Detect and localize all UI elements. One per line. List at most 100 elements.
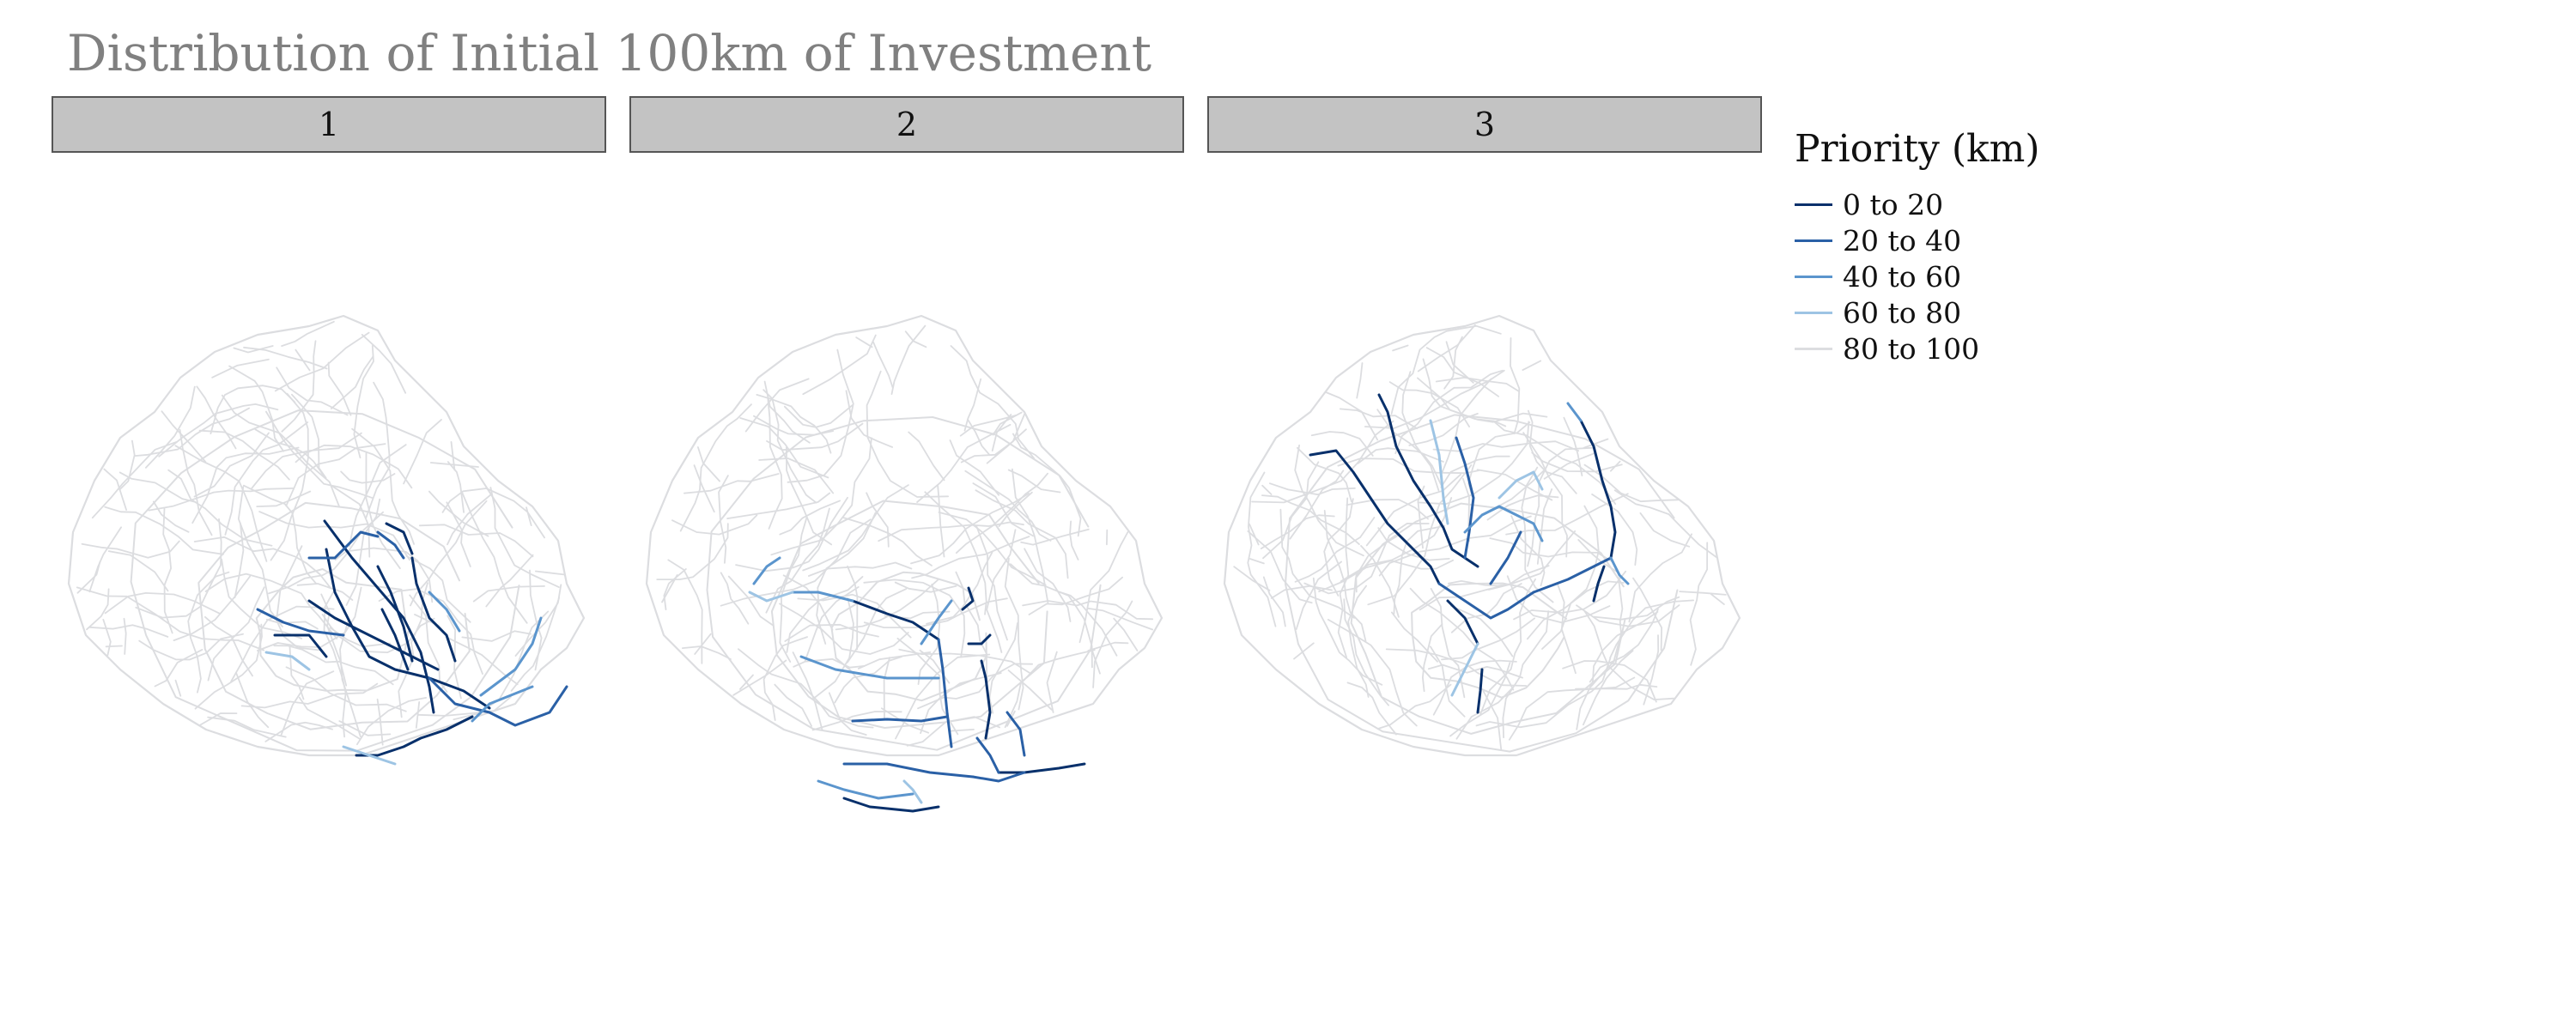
network-edge	[787, 348, 854, 483]
priority-route	[997, 762, 1086, 774]
network-edge	[804, 586, 860, 662]
network-edge	[1295, 560, 1342, 630]
network-edge	[1325, 391, 1379, 441]
network-edge	[274, 331, 370, 392]
network-edge	[1589, 608, 1659, 683]
network-edge	[331, 485, 371, 558]
priority-route	[799, 655, 940, 680]
network-edge	[152, 500, 190, 533]
network-edge	[770, 437, 872, 556]
network-edge	[783, 403, 854, 428]
network-edge	[405, 555, 471, 623]
network-edge	[514, 584, 562, 657]
network-edge	[145, 385, 196, 469]
network-edge	[1506, 575, 1611, 624]
network-edge	[403, 419, 442, 485]
network-edge	[878, 521, 1024, 542]
network-edge	[441, 488, 545, 539]
legend-key-line	[1795, 239, 1832, 242]
network-edge	[134, 407, 250, 457]
legend-item: 0 to 20	[1795, 186, 2040, 222]
legend-key-line	[1795, 311, 1832, 314]
network-edge	[1007, 670, 1053, 711]
network-edge	[268, 511, 384, 595]
network-edge	[847, 588, 908, 663]
network-edge	[353, 345, 374, 459]
network-edge	[975, 489, 1069, 579]
network-edge	[890, 324, 927, 395]
priority-route	[323, 519, 435, 714]
network-edge	[103, 468, 127, 511]
network-edge	[1294, 444, 1364, 557]
network-edge	[1249, 558, 1265, 565]
priority-route	[342, 745, 397, 766]
network-edge	[1297, 446, 1352, 503]
network-edge	[1293, 642, 1315, 660]
network-edge	[1489, 537, 1614, 563]
network-edge	[345, 498, 381, 606]
network-edge	[1583, 610, 1675, 700]
network-edge	[1577, 539, 1620, 574]
network-edge	[1583, 464, 1680, 503]
facet-strip-3: 3	[1207, 96, 1762, 153]
priority-route	[256, 608, 345, 637]
network-edge	[720, 572, 750, 625]
network-edge	[916, 423, 1012, 503]
network-edge	[126, 596, 265, 651]
network-edge	[88, 526, 122, 593]
network-edge	[1531, 451, 1623, 473]
priority-route	[428, 591, 461, 633]
network-edge	[663, 568, 687, 610]
network-edge	[964, 470, 1052, 542]
network-edge	[158, 403, 279, 457]
network-edge	[1010, 563, 1093, 669]
network-edge	[104, 592, 221, 615]
network-edge	[118, 471, 197, 503]
network-edge	[233, 345, 274, 354]
priority-route	[1489, 530, 1522, 585]
network-edge	[340, 470, 396, 484]
network-edge	[991, 414, 1012, 451]
network-edge	[398, 582, 428, 718]
network-edge	[845, 390, 893, 448]
network-edge	[376, 698, 384, 746]
priority-route	[479, 616, 543, 697]
network-edge	[447, 493, 493, 546]
network-edge	[234, 522, 245, 599]
network-edge	[378, 588, 483, 675]
network-edge	[866, 370, 949, 498]
network-edge	[1576, 611, 1659, 730]
network-edge	[863, 597, 1008, 628]
legend-label: 60 to 80	[1843, 295, 1962, 330]
region-outline	[645, 314, 1163, 757]
network-edge	[1046, 651, 1058, 713]
network-edge	[1020, 528, 1090, 546]
network-edge	[1327, 619, 1418, 727]
network-edge	[1422, 623, 1443, 693]
network-edge	[198, 712, 238, 726]
region-outline	[1223, 314, 1741, 757]
network-edge	[1392, 344, 1409, 352]
network-edge	[1357, 447, 1444, 464]
priority-route	[410, 556, 457, 663]
priority-route	[1609, 556, 1630, 585]
network-edge	[88, 624, 169, 638]
network-edge	[298, 696, 361, 740]
network-edge	[883, 657, 890, 719]
network-edge	[1355, 535, 1400, 593]
network-edge	[1394, 369, 1504, 455]
priority-route	[1532, 556, 1613, 594]
priority-route	[1498, 470, 1544, 500]
network-edge	[173, 575, 251, 641]
priority-route	[920, 599, 953, 645]
network-edge	[1409, 587, 1515, 691]
network-edge	[104, 506, 224, 555]
priority-route	[961, 586, 975, 611]
network-edge	[998, 491, 1033, 527]
network-edge	[786, 576, 864, 653]
network-edge	[898, 648, 1031, 674]
priority-route	[971, 771, 1026, 783]
network-edge	[365, 451, 401, 570]
network-edge	[535, 570, 565, 576]
network-map-1	[67, 314, 586, 766]
